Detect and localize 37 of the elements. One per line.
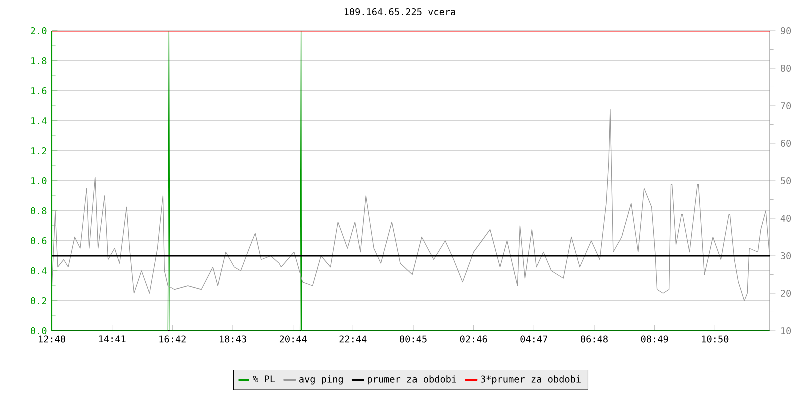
legend-label: avg ping [300, 376, 343, 385]
legend-label: 3*prumer za obdobi [481, 376, 581, 385]
y-tick-label: 0.2 [31, 297, 46, 305]
y2-tick-label: 40 [780, 214, 792, 222]
y2-tick-label: 50 [781, 177, 792, 185]
x-tick-label: 06:48 [581, 336, 608, 343]
y-tick-label: 1.2 [32, 148, 46, 154]
x-tick-label: 10:50 [702, 336, 729, 343]
y2-tick-label: 70 [781, 102, 792, 110]
y2-tick-label: 60 [781, 140, 792, 148]
y2-tick-label: 80 [781, 64, 792, 72]
x-tick-label: 20:44 [280, 336, 307, 343]
x-tick-label: 18:43 [220, 336, 246, 343]
x-tick-label: 14:41 [99, 336, 126, 343]
x-tick-label: 22:44 [340, 336, 367, 343]
y2-tick-label: 30 [781, 252, 792, 260]
x-tick-label: 02:46 [460, 336, 488, 343]
y-tick-label: 0.8 [31, 207, 47, 215]
legend-label: % PL [253, 376, 276, 383]
y-tick-label: 1.6 [32, 87, 47, 95]
y-tick-label: 0.0 [31, 327, 47, 335]
y-tick-label: 1.8 [32, 57, 47, 65]
y2-tick-label: 10 [782, 327, 792, 335]
y-tick-label: 0.6 [31, 237, 47, 245]
y-tick-label: 1.4 [32, 118, 47, 124]
x-tick-label: 16:42 [160, 336, 186, 343]
y2-tick-label: 90 [780, 27, 792, 35]
x-tick-label: 04:47 [520, 336, 548, 343]
y2-tick-label: 20 [781, 290, 792, 298]
legend-label: prumer za obdobi [368, 376, 456, 385]
y-tick-label: 0.4 [31, 267, 47, 275]
x-tick-label: 00:45 [400, 336, 427, 343]
y-tick-label: 2.0 [31, 27, 47, 35]
x-tick-label: 08:49 [641, 336, 668, 343]
x-tick-label: 12:40 [39, 336, 66, 343]
chart-title: 109.164.65.225 vcera [344, 8, 456, 16]
y-tick-label: 1.0 [32, 177, 47, 185]
